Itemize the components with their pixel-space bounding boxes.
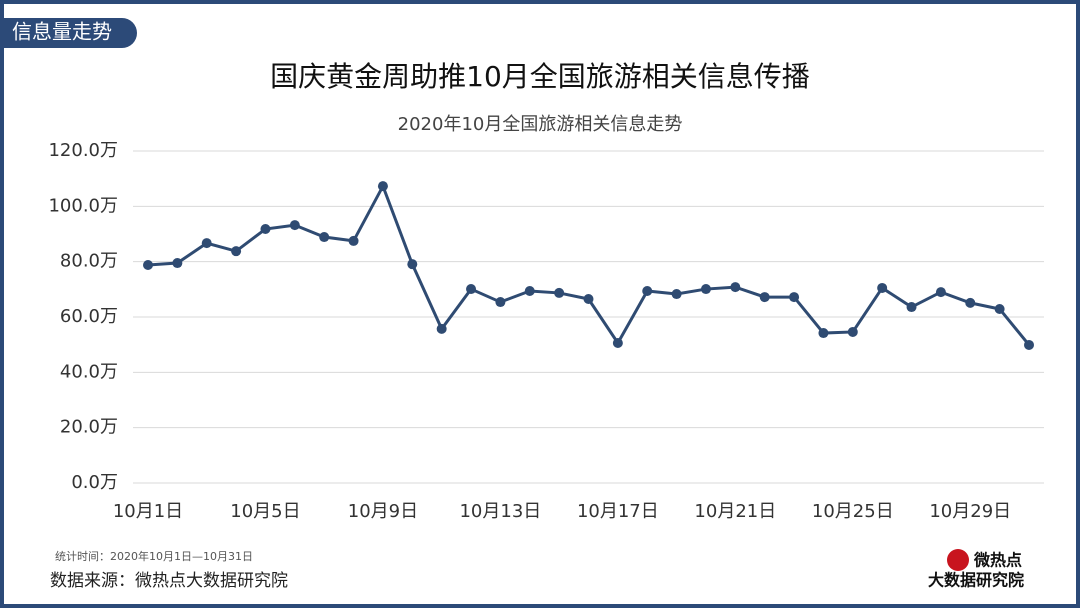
point — [524, 285, 535, 296]
badge-bg — [0, 18, 137, 48]
point — [583, 294, 594, 305]
point — [700, 284, 711, 295]
point — [554, 287, 565, 298]
x-tick-label: 10月25日 — [812, 501, 894, 522]
x-tick-label: 10月1日 — [113, 501, 183, 522]
point — [289, 220, 300, 231]
point — [965, 297, 976, 308]
point — [906, 302, 917, 313]
point — [847, 326, 858, 337]
badge: 信息量走势 — [12, 20, 112, 44]
chart-title: 国庆黄金周助推10月全国旅游相关信息传播 — [270, 60, 810, 93]
point — [348, 235, 359, 246]
y-tick-label: 120.0万 — [48, 140, 118, 161]
point — [730, 282, 741, 293]
point — [1024, 339, 1034, 350]
y-tick-label: 40.0万 — [60, 361, 118, 382]
point — [818, 328, 829, 339]
point — [231, 246, 242, 257]
x-tick-label: 10月21日 — [694, 501, 776, 522]
point — [143, 259, 153, 270]
logo-text: 微热点 — [973, 551, 1022, 570]
point — [260, 224, 271, 235]
point — [466, 284, 477, 295]
logo-text: 大数据研究院 — [928, 571, 1024, 590]
point — [377, 181, 388, 192]
point — [201, 238, 212, 249]
point — [877, 282, 888, 293]
y-tick-label: 0.0万 — [71, 472, 118, 493]
y-tick-label: 80.0万 — [60, 251, 118, 272]
y-tick-label: 100.0万 — [48, 195, 118, 216]
point — [172, 258, 183, 269]
x-tick-label: 10月29日 — [929, 501, 1011, 522]
point — [935, 287, 946, 298]
y-tick-label: 20.0万 — [60, 417, 118, 438]
chart-subtitle: 2020年10月全国旅游相关信息走势 — [398, 114, 683, 135]
x-tick-label: 10月9日 — [348, 501, 418, 522]
logo-icon — [947, 549, 969, 571]
x-tick-label: 10月5日 — [230, 501, 300, 522]
point — [407, 259, 418, 270]
point — [319, 232, 330, 243]
source: 数据来源：微热点大数据研究院 — [50, 571, 288, 591]
point — [789, 292, 800, 303]
y-tick-label: 60.0万 — [60, 306, 118, 327]
x-tick-label: 10月17日 — [577, 501, 659, 522]
point — [612, 338, 623, 349]
point — [642, 285, 653, 296]
point — [436, 323, 447, 334]
point — [994, 303, 1005, 314]
point — [759, 292, 770, 303]
x-tick-label: 10月13日 — [459, 501, 541, 522]
point — [671, 289, 682, 300]
note: 统计时间：2020年10月1日—10月31日 — [55, 549, 253, 563]
point — [495, 297, 506, 308]
